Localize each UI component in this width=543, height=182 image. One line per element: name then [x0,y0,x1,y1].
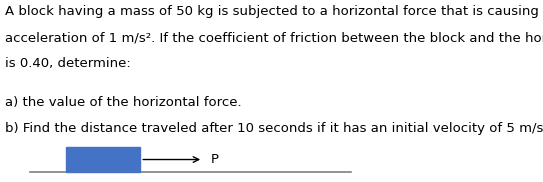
Text: a) the value of the horizontal force.: a) the value of the horizontal force. [5,96,242,109]
Text: b) Find the distance traveled after 10 seconds if it has an initial velocity of : b) Find the distance traveled after 10 s… [5,122,543,135]
Text: acceleration of 1 m/s². If the coefficient of friction between the block and the: acceleration of 1 m/s². If the coefficie… [5,31,543,44]
Text: A block having a mass of 50 kg is subjected to a horizontal force that is causin: A block having a mass of 50 kg is subjec… [5,5,543,18]
Bar [66,147,140,172]
Text: P: P [211,153,218,166]
Text: is 0.40, determine:: is 0.40, determine: [5,57,131,70]
